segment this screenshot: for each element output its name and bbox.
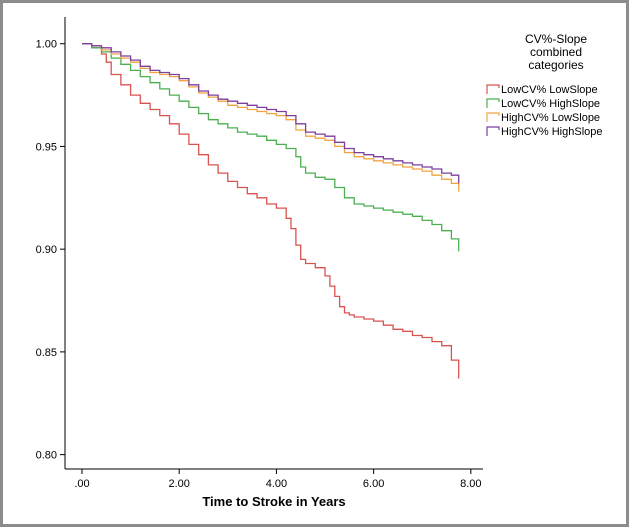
legend-title-line: combined: [530, 45, 582, 59]
x-tick-label: 6.00: [363, 478, 384, 490]
y-tick-label: 0.85: [36, 347, 57, 359]
legend-swatch-2: [486, 98, 500, 108]
x-axis-title: Time to Stroke in Years: [202, 494, 345, 509]
axes: 0.80 0.85 0.90 0.95 1.00 .00 2.00 4.00 6.00 8.00: [36, 17, 483, 490]
x-tick-label: .00: [74, 478, 89, 490]
x-tick-label: 4.00: [266, 478, 287, 490]
legend-title-line: CV%-Slope: [525, 32, 587, 46]
y-tick-label: 1.00: [36, 39, 57, 51]
y-tick-label: 0.90: [36, 244, 57, 256]
legend-swatch-4: [486, 126, 500, 136]
legend-swatch-1: [486, 84, 500, 94]
legend-label-2: LowCV% HighSlope: [501, 98, 600, 110]
x-tick-label: 8.00: [460, 478, 481, 490]
legend-swatch-3: [486, 112, 500, 122]
survival-chart: 0.800.850.900.951.00.00 2.00 4.00 6.00 8.00 …: [36, 17, 603, 509]
series-group: [82, 43, 460, 379]
y-tick-label: 0.95: [36, 141, 57, 153]
series-line-4: [82, 43, 460, 184]
series-line-3: [82, 43, 460, 192]
y-tick-label: 0.80: [36, 450, 57, 462]
x-tick-label: 2.00: [169, 478, 190, 490]
legend-label-1: LowCV% LowSlope: [501, 84, 598, 96]
legend-title-line: categories: [528, 58, 583, 72]
legend-label-3: HighCV% LowSlope: [501, 112, 600, 124]
legend-label-4: HighCV% HighSlope: [501, 126, 603, 138]
series-line-2: [82, 43, 460, 252]
series-line-1: [82, 43, 460, 379]
